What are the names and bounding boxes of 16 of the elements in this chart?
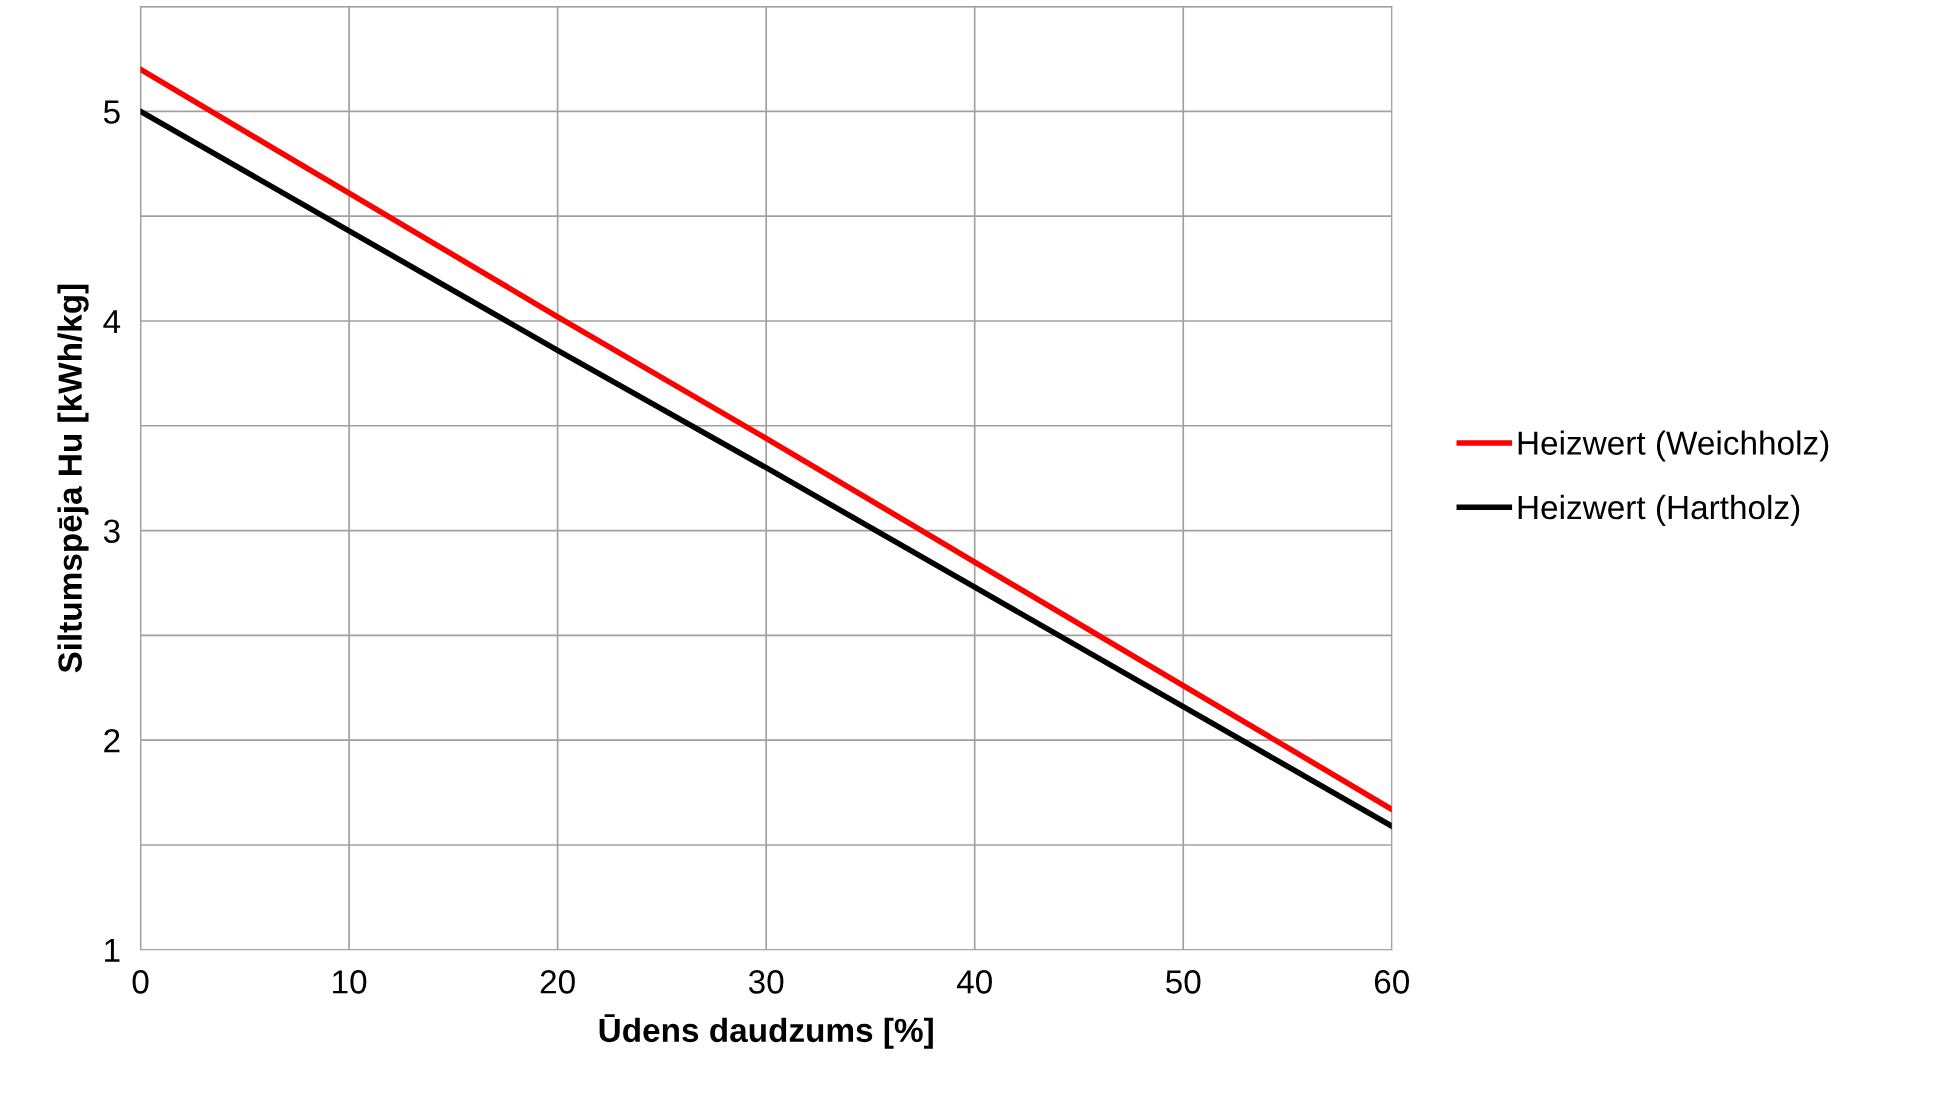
y-tick-label: 5 bbox=[103, 100, 120, 124]
legend-label: Heizwert (Hartholz) bbox=[1518, 494, 1800, 526]
y-tick-label: 3 bbox=[103, 519, 120, 543]
x-tick-label: 0 bbox=[132, 970, 149, 994]
x-axis-title: Ūdens daudzums [%] bbox=[599, 1014, 933, 1049]
x-tick-label: 40 bbox=[956, 970, 992, 994]
y-axis-title: Siltumspēja Hu [kWh/kg] bbox=[57, 284, 89, 673]
y-tick-label: 1 bbox=[105, 938, 120, 962]
y-tick-label: 2 bbox=[104, 728, 120, 753]
x-tick-label: 30 bbox=[748, 970, 784, 994]
x-tick-label: 10 bbox=[333, 970, 367, 994]
legend-label: Heizwert (Weichholz) bbox=[1518, 430, 1829, 462]
x-tick-label: 50 bbox=[1166, 970, 1201, 994]
x-tick-label: 20 bbox=[540, 970, 575, 994]
y-tick-label: 4 bbox=[103, 310, 121, 334]
x-tick-label: 60 bbox=[1374, 970, 1410, 994]
